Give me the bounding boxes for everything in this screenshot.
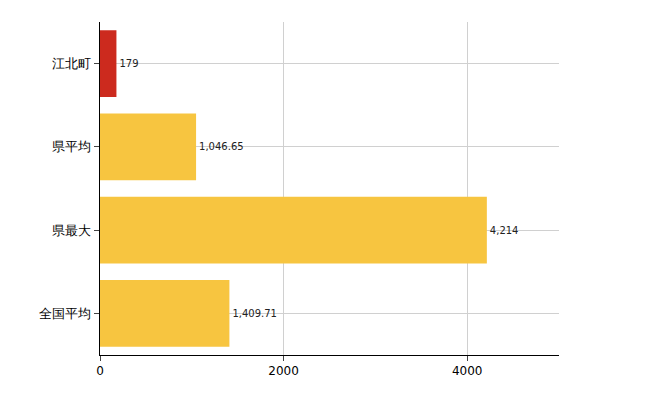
svg-text:2000: 2000 (268, 364, 299, 378)
svg-text:県平均: 県平均 (52, 139, 91, 154)
svg-text:全国平均: 全国平均 (39, 306, 91, 321)
svg-text:江北町: 江北町 (52, 56, 91, 71)
svg-text:1,046.65: 1,046.65 (199, 141, 244, 152)
svg-text:4,214: 4,214 (490, 225, 519, 236)
svg-text:4000: 4000 (452, 364, 483, 378)
svg-text:0: 0 (96, 364, 104, 378)
svg-text:179: 179 (119, 58, 138, 69)
svg-text:1,409.71: 1,409.71 (232, 308, 277, 319)
svg-text:県最大: 県最大 (52, 223, 91, 238)
